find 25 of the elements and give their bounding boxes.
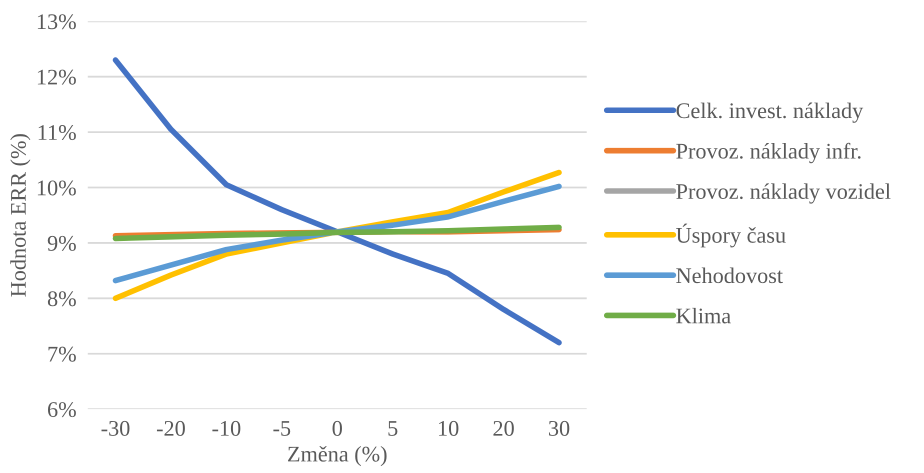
x-tick-label: -5: [273, 421, 290, 436]
y-tick-label: 10%: [38, 180, 76, 196]
legend-label: Provoz. náklady infr.: [676, 142, 861, 164]
x-tick-label: 20: [493, 420, 514, 436]
legend-label: Nehodovost: [676, 268, 783, 284]
y-tick-label: 12%: [38, 70, 76, 85]
y-tick-label: 9%: [48, 236, 76, 251]
y-tick-label: 7%: [48, 346, 76, 362]
x-axis-title: Změna (%): [288, 446, 387, 466]
legend-label: Klima: [676, 308, 731, 324]
y-axis-title: Hodnota ERR (%): [10, 134, 30, 297]
y-tick-label: 13%: [38, 14, 76, 30]
x-tick-label: -30: [102, 420, 130, 436]
y-tick-label: 6%: [48, 402, 76, 418]
legend-label: Provoz. náklady vozidel: [676, 183, 891, 204]
x-tick-label: 5: [388, 421, 398, 436]
x-tick-label: 30: [548, 420, 570, 436]
y-tick-label: 8%: [48, 291, 76, 306]
x-tick-label: 10: [438, 420, 458, 436]
legend-label: Úspory času: [676, 224, 786, 248]
x-tick-label: -10: [212, 420, 240, 436]
legend-label: Celk. invest. náklady: [676, 102, 864, 123]
x-tick-label: 0: [332, 420, 342, 436]
y-tick-label: 11%: [38, 125, 76, 140]
x-tick-label: -20: [156, 420, 185, 436]
